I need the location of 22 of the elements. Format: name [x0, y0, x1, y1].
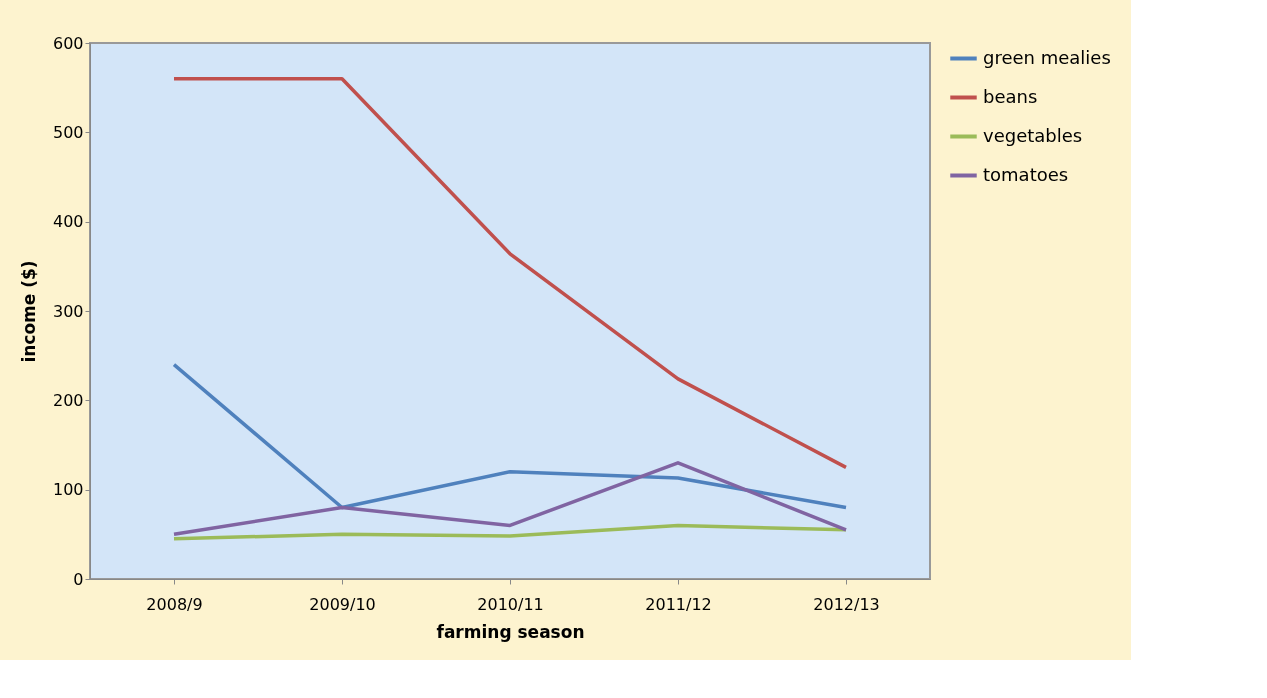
x-tick-label: 2010/11: [477, 594, 544, 614]
y-tick-label: 300: [52, 301, 84, 321]
y-axis-title: income ($): [18, 260, 39, 363]
line-series: [172, 76, 848, 470]
x-tick-label: 2012/13: [813, 594, 880, 614]
legend-label: tomatoes: [983, 163, 1069, 185]
legend-label: beans: [983, 85, 1038, 107]
y-tick-label: 100: [52, 480, 84, 500]
x-tick-label: 2008/9: [146, 594, 203, 614]
legend-label: green mealies: [983, 46, 1111, 68]
x-tick-label: 2011/12: [645, 594, 712, 614]
y-tick-label: 600: [52, 33, 84, 53]
legend-label: vegetables: [983, 124, 1083, 146]
x-tick-label: 2009/10: [309, 594, 376, 614]
y-tick-label: 200: [52, 390, 84, 410]
y-tick-label: 400: [52, 212, 84, 232]
y-tick-label: 0: [73, 569, 84, 589]
line-series: [172, 362, 848, 510]
line-series: [172, 523, 848, 541]
x-axis-title: farming season: [436, 621, 585, 642]
line-series: [172, 461, 848, 537]
y-tick-label: 500: [52, 122, 84, 142]
